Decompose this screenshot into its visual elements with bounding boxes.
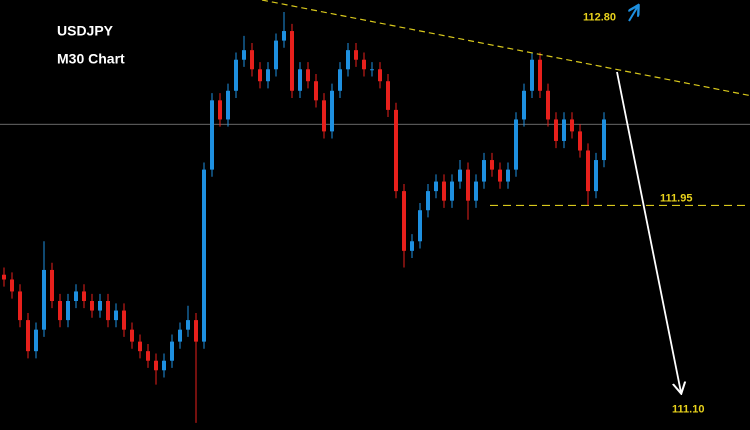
candle-body xyxy=(530,59,534,91)
candle-body xyxy=(418,210,422,242)
candle-body xyxy=(450,181,454,201)
candle-body xyxy=(394,109,398,192)
candle-body xyxy=(586,150,590,192)
candle-body xyxy=(114,310,118,321)
candle-body xyxy=(490,160,494,170)
candle-body xyxy=(250,50,254,70)
candle-body xyxy=(466,169,470,201)
candle-body xyxy=(2,274,6,280)
candle-body xyxy=(58,301,62,321)
candle-body xyxy=(274,40,278,70)
candle-body xyxy=(266,69,270,82)
candle-body xyxy=(178,329,182,342)
candle-body xyxy=(138,341,142,352)
candle-body xyxy=(210,100,214,170)
candle-body xyxy=(442,181,446,201)
candle-body xyxy=(122,310,126,330)
candle-body xyxy=(498,169,502,182)
candle-body xyxy=(298,69,302,91)
candle-body xyxy=(162,360,166,371)
candle-body xyxy=(338,69,342,91)
candle-body xyxy=(282,31,286,41)
up-arrow xyxy=(629,6,638,22)
candle-body xyxy=(578,131,582,151)
candle-body xyxy=(330,90,334,132)
chart-title: USDJPY xyxy=(57,23,114,39)
chart-subtitle: M30 Chart xyxy=(57,51,125,67)
candle-body xyxy=(186,320,190,330)
candle-body xyxy=(258,69,262,82)
candle-body xyxy=(202,169,206,342)
candle-body xyxy=(66,301,70,321)
candle-body xyxy=(50,269,54,301)
candle-body xyxy=(42,269,46,330)
trendline xyxy=(261,0,750,97)
candle-body xyxy=(522,90,526,120)
candle-body xyxy=(306,69,310,82)
candle-body xyxy=(378,69,382,82)
candle-body xyxy=(218,100,222,120)
candle-body xyxy=(386,81,390,110)
candle-body xyxy=(538,59,542,91)
candle-body xyxy=(226,90,230,120)
candle-body xyxy=(554,119,558,141)
candle-body xyxy=(194,320,198,342)
support-label: 111.95 xyxy=(660,192,692,204)
candle-body xyxy=(370,69,374,71)
candle-body xyxy=(474,181,478,201)
candle-body xyxy=(426,191,430,211)
candle-body xyxy=(434,181,438,192)
candle-body xyxy=(346,50,350,70)
candle-body xyxy=(322,100,326,132)
candle-body xyxy=(506,169,510,182)
candle-body xyxy=(314,81,318,101)
candle-body xyxy=(602,119,606,161)
candle-body xyxy=(458,169,462,182)
target-arrow xyxy=(616,71,681,393)
candle-body xyxy=(514,119,518,170)
candle-body xyxy=(34,329,38,352)
candle-body xyxy=(130,329,134,342)
resistance-label: 112.80 xyxy=(583,11,616,23)
candle-body xyxy=(562,119,566,141)
candle-body xyxy=(234,59,238,91)
candle-body xyxy=(82,291,86,301)
candle-body xyxy=(362,59,366,70)
candle-body xyxy=(170,341,174,361)
candle-body xyxy=(410,241,414,251)
candle-body xyxy=(26,320,30,352)
candle-body xyxy=(90,301,94,311)
candle-body xyxy=(290,31,294,91)
candle-body xyxy=(570,119,574,132)
candle-body xyxy=(154,360,158,371)
candle-body xyxy=(10,279,14,292)
candle-body xyxy=(354,50,358,60)
candle-body xyxy=(402,191,406,251)
candle-body xyxy=(546,90,550,120)
candle-body xyxy=(18,291,22,321)
candle-body xyxy=(74,291,78,301)
candle-body xyxy=(594,160,598,192)
candle-body xyxy=(106,301,110,321)
candle-body xyxy=(482,160,486,182)
target-label: 111.10 xyxy=(672,403,704,415)
candle-body xyxy=(242,50,246,60)
candle-body xyxy=(146,351,150,361)
candle-body xyxy=(98,301,102,311)
